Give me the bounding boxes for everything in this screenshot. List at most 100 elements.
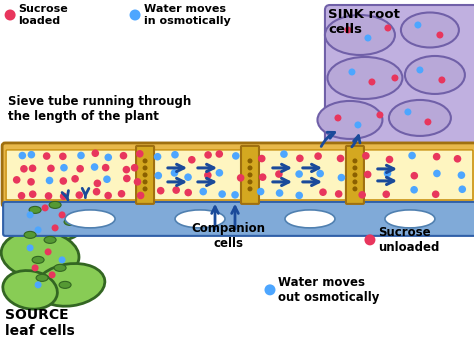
Circle shape [362, 152, 370, 160]
Circle shape [154, 153, 161, 161]
Text: Water moves
out osmotically: Water moves out osmotically [278, 276, 379, 304]
Circle shape [247, 172, 253, 177]
FancyBboxPatch shape [346, 146, 364, 204]
FancyBboxPatch shape [325, 5, 474, 160]
Circle shape [104, 154, 112, 161]
Circle shape [27, 151, 35, 159]
Circle shape [104, 192, 112, 200]
Circle shape [437, 32, 443, 39]
Circle shape [32, 264, 38, 271]
Circle shape [458, 185, 466, 193]
Circle shape [75, 191, 83, 199]
Circle shape [216, 150, 223, 158]
FancyArrowPatch shape [62, 191, 68, 200]
Circle shape [59, 211, 65, 218]
Circle shape [143, 159, 147, 163]
Text: Sucrose
unloaded: Sucrose unloaded [378, 226, 439, 254]
Circle shape [188, 156, 196, 163]
Circle shape [52, 225, 59, 231]
Circle shape [316, 170, 324, 177]
Circle shape [123, 166, 130, 174]
Ellipse shape [325, 15, 395, 55]
Circle shape [204, 171, 212, 179]
Circle shape [404, 109, 411, 116]
Ellipse shape [64, 218, 76, 226]
Text: SOURCE
leaf cells: SOURCE leaf cells [5, 308, 75, 338]
Text: SINK root
cells: SINK root cells [328, 8, 400, 36]
FancyArrowPatch shape [168, 164, 184, 171]
Circle shape [414, 22, 421, 28]
Text: Companion
cells: Companion cells [191, 222, 265, 250]
Circle shape [204, 151, 212, 159]
Circle shape [173, 186, 180, 194]
Circle shape [231, 191, 239, 199]
Circle shape [433, 153, 440, 160]
Circle shape [247, 166, 253, 170]
Ellipse shape [285, 210, 335, 228]
Circle shape [5, 9, 16, 20]
Ellipse shape [385, 210, 435, 228]
Circle shape [438, 76, 446, 84]
Circle shape [432, 191, 439, 198]
FancyArrowPatch shape [198, 178, 214, 186]
Circle shape [355, 121, 362, 128]
FancyArrowPatch shape [168, 178, 184, 186]
Circle shape [49, 271, 55, 278]
FancyBboxPatch shape [3, 202, 474, 236]
Circle shape [314, 152, 322, 160]
Circle shape [47, 164, 55, 172]
Circle shape [29, 164, 36, 172]
Circle shape [258, 155, 265, 162]
Circle shape [410, 172, 418, 179]
Ellipse shape [3, 271, 57, 309]
Ellipse shape [401, 12, 459, 48]
Circle shape [91, 150, 99, 157]
Circle shape [410, 186, 418, 194]
Circle shape [353, 159, 357, 163]
Circle shape [247, 159, 253, 163]
Circle shape [45, 192, 52, 200]
Circle shape [358, 191, 366, 198]
Circle shape [295, 192, 303, 199]
FancyArrowPatch shape [273, 178, 289, 186]
Circle shape [71, 175, 79, 183]
FancyArrowPatch shape [378, 177, 394, 185]
Circle shape [335, 115, 341, 121]
Ellipse shape [49, 201, 61, 209]
Circle shape [237, 174, 245, 182]
Circle shape [143, 179, 147, 184]
Circle shape [365, 34, 372, 42]
Circle shape [18, 152, 26, 159]
FancyBboxPatch shape [6, 150, 473, 200]
Circle shape [275, 170, 283, 178]
FancyArrowPatch shape [303, 178, 319, 186]
Circle shape [184, 189, 192, 196]
Circle shape [386, 156, 393, 163]
Ellipse shape [328, 57, 402, 99]
Text: Water moves
in osmotically: Water moves in osmotically [144, 4, 231, 26]
Circle shape [408, 152, 416, 159]
Circle shape [264, 284, 275, 295]
Circle shape [91, 163, 99, 171]
Circle shape [143, 186, 147, 192]
Circle shape [247, 186, 253, 192]
Circle shape [353, 166, 357, 170]
Circle shape [102, 164, 109, 171]
Circle shape [35, 281, 42, 288]
Circle shape [353, 172, 357, 177]
Circle shape [42, 204, 49, 211]
FancyBboxPatch shape [241, 146, 259, 204]
Ellipse shape [54, 264, 66, 271]
Ellipse shape [24, 231, 36, 238]
Circle shape [60, 164, 68, 171]
Circle shape [433, 170, 441, 177]
Ellipse shape [59, 281, 71, 288]
FancyArrowPatch shape [378, 165, 394, 172]
Circle shape [35, 226, 42, 234]
Ellipse shape [32, 256, 44, 263]
Circle shape [143, 172, 147, 177]
Circle shape [155, 172, 162, 179]
Text: Sieve tube running through
the length of the plant: Sieve tube running through the length of… [8, 95, 191, 123]
FancyArrowPatch shape [232, 207, 238, 229]
FancyArrowPatch shape [198, 164, 214, 171]
